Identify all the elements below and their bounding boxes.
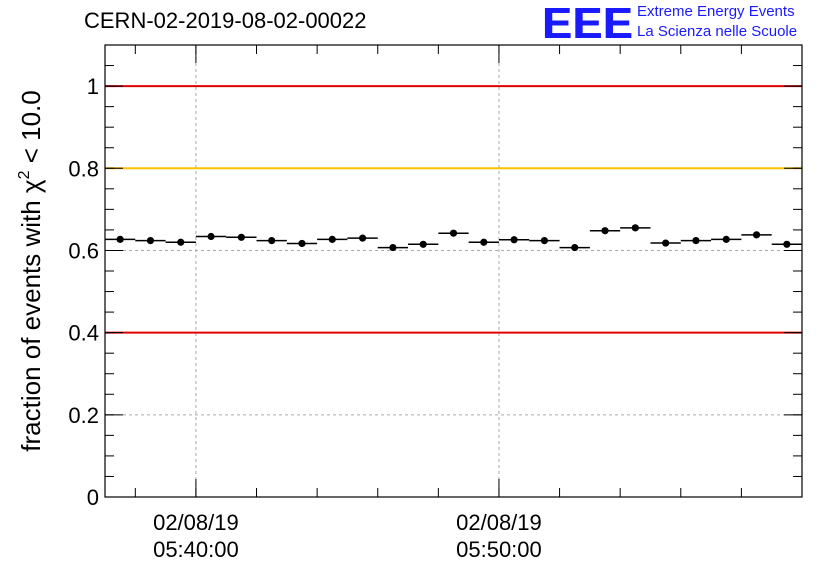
data-point-marker [752, 231, 761, 239]
data-point-marker [510, 236, 518, 244]
y-tick-label: 0.2 [68, 403, 99, 428]
data-point [559, 243, 590, 252]
y-axis-title-suffix: < 10.0 [16, 90, 46, 170]
y-tick-label: 0.6 [68, 238, 99, 263]
data-point [226, 233, 257, 241]
reference-lines [105, 85, 802, 334]
data-point [468, 238, 499, 246]
page-title: CERN-02-2019-08-02-00022 [84, 8, 367, 33]
svg-text:fraction of events with χ2 < 1: fraction of events with χ2 < 10.0 [16, 90, 46, 451]
data-point-marker [722, 235, 730, 243]
grid-lines [105, 45, 802, 497]
y-tick-label: 0 [87, 485, 99, 510]
y-axis-title-exponent: 2 [16, 170, 33, 179]
data-point-marker [237, 233, 245, 241]
data-point-marker [692, 236, 700, 245]
data-point-marker [571, 243, 579, 252]
data-point [256, 236, 287, 245]
data-point-marker [146, 236, 155, 245]
data-point [195, 232, 227, 241]
y-tick-label: 0.8 [68, 156, 99, 181]
eee-logo-line-2: La Scienza nelle Scuole [637, 23, 798, 40]
data-point [741, 231, 772, 239]
data-point [286, 239, 318, 248]
axis-ticks: 00.20.40.60.8102/08/1905:40:0002/08/1905… [68, 44, 803, 562]
data-point [650, 239, 681, 247]
data-point [589, 227, 621, 235]
data-point-marker [328, 235, 336, 243]
data-point [408, 240, 439, 248]
data-point [498, 236, 530, 244]
data-point [317, 235, 348, 243]
data-point [347, 234, 378, 242]
x-tick-label-date: 02/08/19 [153, 510, 239, 535]
x-tick-label-date: 02/08/19 [456, 510, 542, 535]
data-point [529, 236, 560, 245]
data-point [135, 236, 166, 245]
data-point [620, 224, 651, 232]
data-point-marker [419, 240, 427, 248]
data-point-marker [298, 239, 306, 248]
data-point [377, 243, 409, 252]
y-axis-title: fraction of events with χ2 < 10.0 [16, 90, 46, 451]
y-tick-label: 1 [87, 74, 99, 99]
data-point [438, 229, 469, 237]
data-point-marker [389, 243, 397, 252]
data-point-marker [540, 236, 549, 245]
data-point-marker [783, 240, 791, 248]
data-point-marker [601, 227, 609, 235]
y-tick-label: 0.4 [68, 321, 99, 346]
y-axis-title-symbol: χ [16, 179, 46, 193]
data-point [105, 235, 136, 243]
data-point [711, 235, 742, 243]
x-tick-label-time: 05:50:00 [456, 537, 542, 562]
eee-logo-mark: EEE [542, 0, 634, 48]
data-points [105, 224, 802, 252]
eee-logo-line-1: Extreme Energy Events [637, 3, 795, 20]
x-tick-label-time: 05:40:00 [153, 537, 239, 562]
data-point-marker [116, 235, 124, 243]
data-point-marker [358, 234, 367, 242]
plot-frame [104, 44, 803, 498]
data-point [165, 238, 196, 246]
data-point-marker [631, 224, 639, 232]
data-point-marker [177, 238, 185, 246]
data-point-marker [207, 232, 215, 241]
data-point-marker [449, 229, 458, 237]
data-point-marker [268, 236, 276, 245]
data-point-marker [662, 239, 670, 247]
data-point [680, 236, 712, 245]
y-axis-title-prefix: fraction of events with [16, 193, 46, 452]
data-point [771, 240, 802, 248]
data-point-marker [480, 238, 488, 246]
